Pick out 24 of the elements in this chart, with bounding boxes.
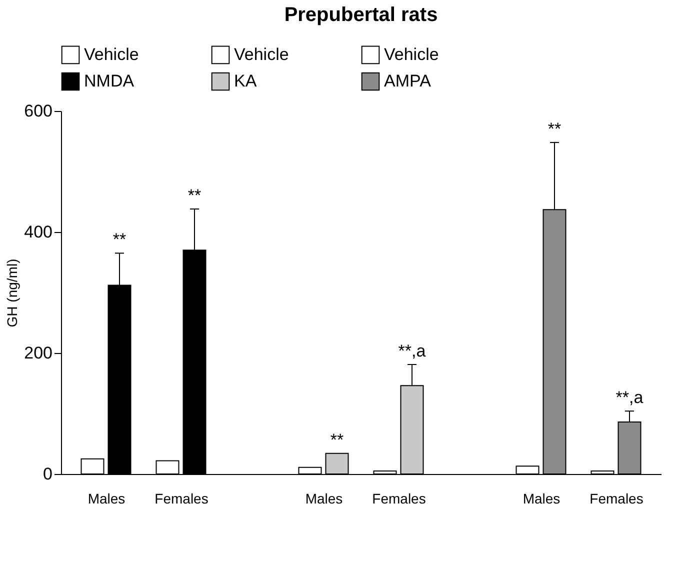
y-tick-label: 600 — [24, 102, 52, 120]
chart-title: Prepubertal rats — [284, 4, 438, 26]
legend-label: Vehicle — [84, 44, 139, 64]
annotation: ** — [188, 186, 202, 206]
x-tick-label: Females — [590, 490, 644, 506]
annotation: **,a — [398, 341, 426, 360]
x-tick-label: Females — [154, 490, 208, 506]
y-tick-label: 0 — [43, 464, 52, 484]
x-tick-label: Females — [372, 490, 426, 506]
annotation: ** — [548, 119, 562, 138]
annotation: **,a — [616, 388, 644, 408]
x-tick-label: Males — [88, 490, 126, 506]
y-tick-label: 400 — [24, 222, 52, 242]
x-tick-label: Males — [522, 490, 560, 506]
annotation: ** — [112, 230, 126, 250]
x-tick-label: Males — [305, 490, 343, 506]
legend-label: Vehicle — [384, 44, 439, 64]
annotation: ** — [330, 430, 344, 450]
legend-label: Vehicle — [234, 44, 289, 64]
y-tick-label: 200 — [24, 344, 52, 362]
legend-label: NMDA — [84, 72, 135, 90]
legend-label: AMPA — [384, 72, 432, 90]
y-axis-title: GH (ng/ml) — [4, 258, 20, 328]
legend-label: KA — [234, 72, 258, 90]
